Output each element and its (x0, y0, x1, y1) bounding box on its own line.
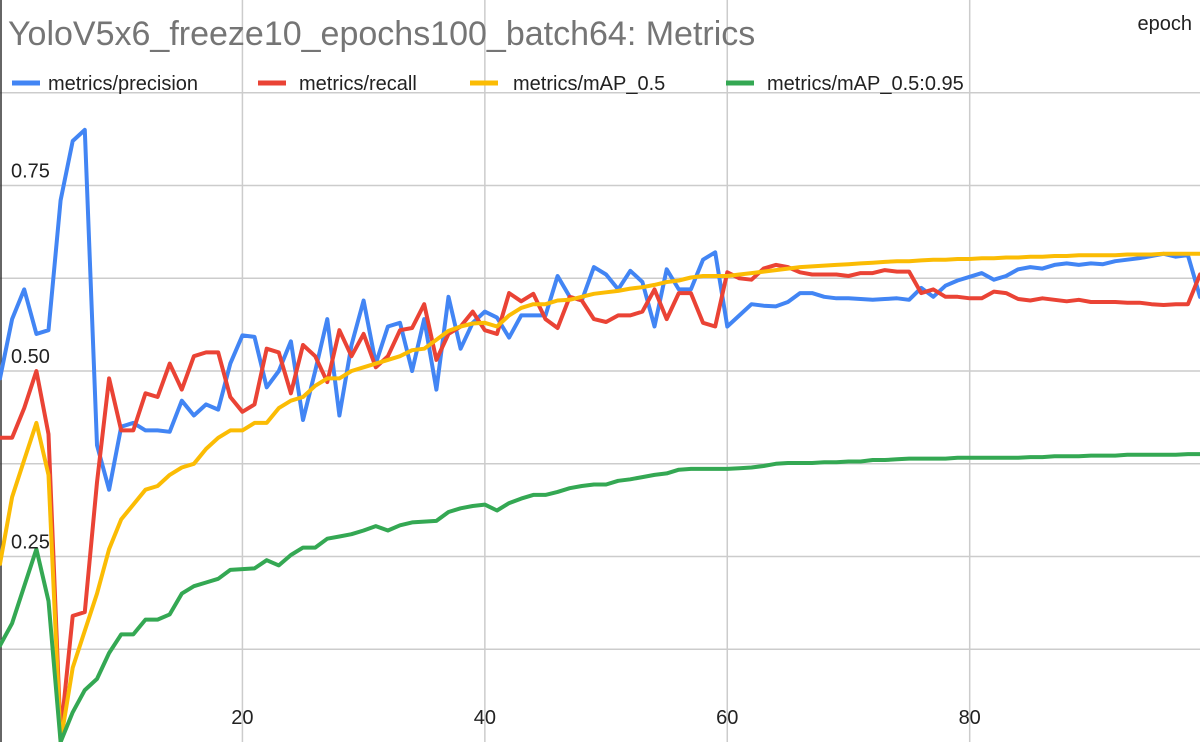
series-line-precision (0, 127, 1200, 492)
x-tick-label: 20 (231, 707, 253, 729)
x-tick-label: 80 (959, 707, 981, 729)
legend-item-precision[interactable]: metrics/precision (12, 73, 198, 95)
x-tick-label: 60 (716, 707, 738, 729)
series-line-recall (0, 262, 1200, 737)
legend-item-recall[interactable]: metrics/recall (258, 73, 417, 95)
y-tick-label: 0.50 (11, 346, 50, 368)
legend-label-map50-95: metrics/mAP_0.5:0.95 (767, 73, 964, 95)
x-tick-label: 40 (474, 707, 496, 729)
legend: metrics/precision metrics/recall metrics… (12, 73, 964, 95)
y-tick-label: 0.75 (11, 161, 50, 183)
legend-item-map50[interactable]: metrics/mAP_0.5 (470, 73, 665, 95)
legend-label-map50: metrics/mAP_0.5 (513, 73, 665, 95)
legend-item-map50-95[interactable]: metrics/mAP_0.5:0.95 (726, 73, 964, 95)
series-line-map50-95 (0, 452, 1200, 742)
x-axis-label: epoch (1138, 13, 1193, 35)
series-lines (0, 127, 1200, 742)
legend-label-precision: metrics/precision (48, 73, 198, 95)
series-line-map50 (0, 251, 1200, 742)
x-axis-ticks: 20 40 60 80 (231, 707, 981, 729)
y-tick-label: 0.25 (11, 532, 50, 554)
y-axis-ticks: 0.25 0.50 0.75 (11, 161, 50, 554)
chart-title: YoloV5x6_freeze10_epochs100_batch64: Met… (8, 15, 755, 53)
legend-label-recall: metrics/recall (299, 73, 417, 95)
